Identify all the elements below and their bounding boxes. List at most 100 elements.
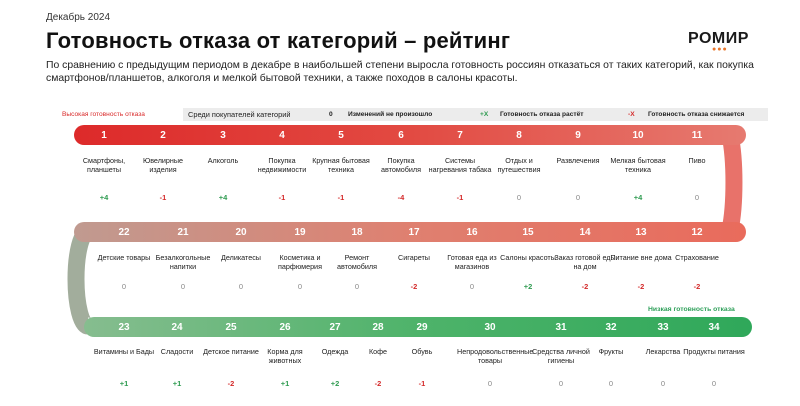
logo-dots-icon: ●●● — [712, 46, 728, 53]
change-value: 0 — [121, 282, 127, 291]
rank-number: 9 — [575, 130, 581, 141]
category-label: Заказ готовой еды на дом — [554, 253, 616, 271]
rank-number: 25 — [225, 322, 237, 333]
change-value: 0 — [487, 379, 493, 388]
change-value: 0 — [575, 193, 581, 202]
rank-number: 3 — [220, 130, 226, 141]
change-value: -2 — [693, 282, 701, 291]
category-label: Одежда — [321, 347, 349, 356]
category-label: Обувь — [411, 347, 433, 356]
legend-down-symbol: -X — [628, 111, 635, 118]
legend-strip — [183, 108, 768, 121]
change-value: 0 — [660, 379, 666, 388]
rank-number: 31 — [555, 322, 567, 333]
road-row-3 — [84, 317, 752, 337]
rank-number: 1 — [101, 130, 107, 141]
rank-number: 5 — [338, 130, 344, 141]
rank-number: 8 — [516, 130, 522, 141]
category-label: Покупка автомобиля — [380, 156, 422, 174]
change-value: +2 — [330, 379, 340, 388]
change-value: 0 — [608, 379, 614, 388]
category-label: Сигареты — [398, 253, 430, 262]
category-label: Системы нагревания табака — [428, 156, 492, 174]
rank-number: 22 — [118, 227, 130, 238]
rank-number: 10 — [632, 130, 644, 141]
rank-number: 19 — [294, 227, 306, 238]
change-value: -2 — [581, 282, 589, 291]
change-value: +4 — [99, 193, 109, 202]
category-label: Кофе — [368, 347, 388, 356]
page-title: Готовность отказа от категорий – рейтинг — [46, 28, 511, 53]
category-label: Мелкая бытовая техника — [610, 156, 666, 174]
change-value: 0 — [354, 282, 360, 291]
change-value: +4 — [218, 193, 228, 202]
category-label: Страхование — [675, 253, 719, 262]
romir-logo: РОМИР ●●● — [688, 30, 760, 53]
change-value: 0 — [516, 193, 522, 202]
rank-number: 26 — [279, 322, 291, 333]
category-label: Детское питание — [203, 347, 259, 356]
change-value: +2 — [523, 282, 533, 291]
category-label: Питание вне дома — [610, 253, 672, 262]
road-curve-right — [721, 133, 743, 232]
rank-number: 14 — [579, 227, 591, 238]
rank-number: 23 — [118, 322, 130, 333]
change-value: -2 — [227, 379, 235, 388]
change-value: -4 — [397, 193, 405, 202]
road-curve-left — [67, 223, 92, 335]
legend-zero-symbol: 0 — [329, 111, 333, 118]
category-label: Деликатесы — [221, 253, 261, 262]
legend-high: Высокая готовность отказа — [62, 111, 145, 118]
change-value: -1 — [418, 379, 426, 388]
legend-up-symbol: +X — [480, 111, 489, 118]
category-label: Покупка недвижимости — [257, 156, 307, 174]
change-value: -1 — [159, 193, 167, 202]
legend-down-text: Готовность отказа снижается — [648, 111, 745, 118]
category-label: Продукты питания — [683, 347, 745, 356]
category-label: Смартфоны, планшеты — [82, 156, 126, 174]
category-label: Крупная бытовая техника — [312, 156, 370, 174]
rank-number: 11 — [691, 130, 703, 141]
category-label: Безалкогольные напитки — [155, 253, 211, 271]
category-label: Фрукты — [598, 347, 624, 356]
rank-number: 2 — [160, 130, 166, 141]
change-value: 0 — [180, 282, 186, 291]
road-row-1 — [74, 125, 746, 145]
change-value: -1 — [456, 193, 464, 202]
rank-number: 6 — [398, 130, 404, 141]
category-label: Лекарства — [645, 347, 681, 356]
rank-number: 30 — [484, 322, 496, 333]
change-value: +4 — [633, 193, 643, 202]
category-label: Развлечения — [556, 156, 600, 165]
rank-number: 12 — [691, 227, 703, 238]
change-value: 0 — [238, 282, 244, 291]
rank-number: 28 — [372, 322, 384, 333]
change-value: -2 — [637, 282, 645, 291]
rank-number: 7 — [457, 130, 463, 141]
change-value: +1 — [280, 379, 290, 388]
road-row-2 — [74, 222, 746, 242]
category-label: Корма для животных — [267, 347, 303, 365]
change-value: 0 — [711, 379, 717, 388]
category-label: Готовая еда из магазинов — [447, 253, 497, 271]
rank-number: 29 — [416, 322, 428, 333]
rank-number: 4 — [279, 130, 285, 141]
change-value: -2 — [374, 379, 382, 388]
change-value: 0 — [558, 379, 564, 388]
logo-text: РОМИР — [688, 30, 749, 47]
rank-number: 32 — [605, 322, 617, 333]
change-value: 0 — [297, 282, 303, 291]
rank-number: 17 — [408, 227, 420, 238]
category-label: Алкоголь — [207, 156, 239, 165]
change-value: 0 — [469, 282, 475, 291]
legend-zero-text: Изменений не произошло — [348, 111, 433, 118]
rank-number: 33 — [657, 322, 669, 333]
rank-number: 27 — [329, 322, 341, 333]
subtitle: По сравнению с предыдущим периодом в дек… — [46, 60, 754, 84]
category-label: Отдых и путешествия — [497, 156, 541, 174]
change-value: +1 — [119, 379, 129, 388]
rank-number: 13 — [635, 227, 647, 238]
category-label: Сладости — [160, 347, 194, 356]
rank-number: 16 — [466, 227, 478, 238]
